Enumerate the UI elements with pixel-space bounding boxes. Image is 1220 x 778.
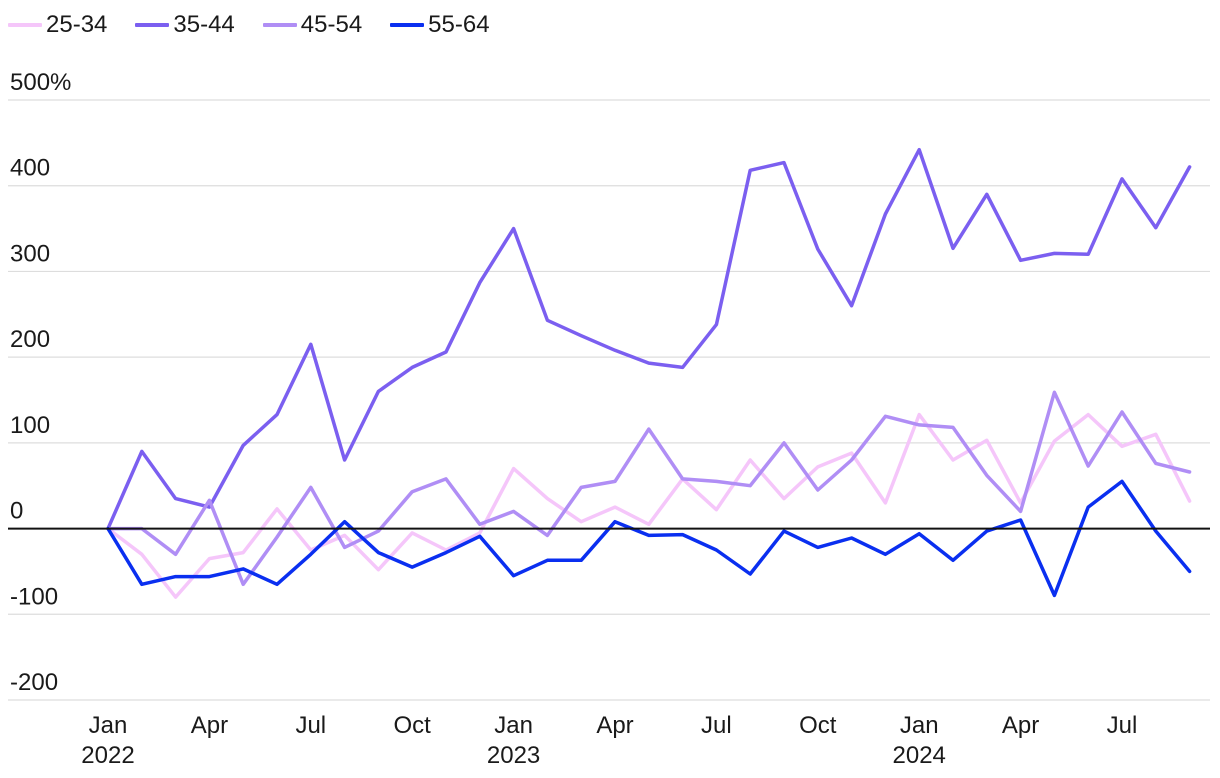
legend-label: 45-54 — [300, 11, 363, 38]
legend-item-25-34: 25-34 — [8, 11, 107, 39]
legend-item-35-44: 35-44 — [135, 11, 235, 39]
series-line-55-64 — [106, 479, 1192, 598]
y-tick-label: 400 — [10, 155, 50, 182]
x-tick-label: Apr — [596, 712, 633, 739]
x-tick-label: Jan — [89, 712, 128, 739]
legend-swatch — [8, 23, 42, 27]
legend: 25-34 35-44 45-54 55-64 — [8, 10, 518, 40]
x-tick-label: Jul — [1107, 712, 1138, 739]
x-tick-year-label: 2022 — [81, 742, 134, 769]
legend-label: 25-34 — [46, 11, 108, 38]
y-tick-label: 300 — [10, 240, 50, 267]
series-line-45-54 — [106, 390, 1192, 587]
x-tick-label: Jul — [295, 712, 326, 739]
x-tick-year-label: 2023 — [487, 742, 540, 769]
x-tick-label: Oct — [394, 712, 432, 739]
x-tick-label: Apr — [1002, 712, 1039, 739]
x-tick-label: Jul — [701, 712, 732, 739]
legend-label: 55-64 — [428, 11, 490, 38]
y-tick-label: -100 — [10, 583, 58, 610]
y-tick-label: 200 — [10, 326, 50, 353]
legend-label: 35-44 — [173, 11, 235, 38]
series-line-25-34 — [106, 412, 1192, 599]
legend-item-45-54: 45-54 — [262, 11, 363, 39]
x-tick-label: Jan — [900, 712, 939, 739]
legend-swatch — [390, 23, 425, 27]
legend-swatch — [135, 23, 170, 27]
series-line-35-44 — [106, 147, 1192, 531]
y-tick-label: -200 — [10, 669, 58, 696]
legend-item-55-64: 55-64 — [390, 11, 490, 39]
y-tick-label: 0 — [10, 498, 23, 525]
x-tick-label: Oct — [799, 712, 837, 739]
x-tick-label: Jan — [494, 712, 533, 739]
x-tick-year-label: 2024 — [893, 742, 946, 769]
x-tick-label: Apr — [191, 712, 228, 739]
y-tick-label: 100 — [10, 412, 50, 439]
y-tick-label: 500% — [10, 69, 71, 96]
legend-swatch — [262, 23, 297, 27]
